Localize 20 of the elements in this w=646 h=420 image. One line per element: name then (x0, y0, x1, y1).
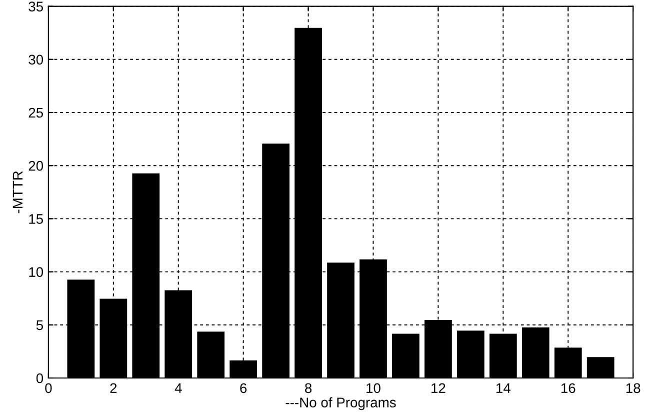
x-tick-label: 4 (174, 383, 182, 393)
x-axis-title: ---No of Programs (286, 397, 396, 410)
y-tick-label: 10 (29, 267, 44, 277)
x-tick-label: 10 (366, 383, 380, 394)
x-tick-label: 2 (110, 383, 117, 393)
y-tick-label: 35 (28, 2, 44, 12)
x-tick-label: 16 (561, 383, 576, 394)
y-tick-label: 25 (28, 108, 44, 118)
y-tick-label: 20 (28, 160, 44, 171)
x-tick-label: 8 (305, 383, 312, 394)
x-tick-label: 0 (45, 383, 52, 394)
y-tick-label: 5 (36, 320, 44, 330)
x-tick-label: 18 (626, 383, 640, 394)
y-tick-label: 30 (28, 54, 44, 65)
y-tick-label: 0 (36, 373, 44, 384)
y-axis-title: -MTTR (12, 171, 22, 214)
x-tick-label: 6 (240, 383, 247, 394)
y-tick-label: 15 (29, 214, 44, 224)
x-tick-label: 12 (432, 383, 446, 393)
x-tick-label: 14 (496, 383, 510, 393)
